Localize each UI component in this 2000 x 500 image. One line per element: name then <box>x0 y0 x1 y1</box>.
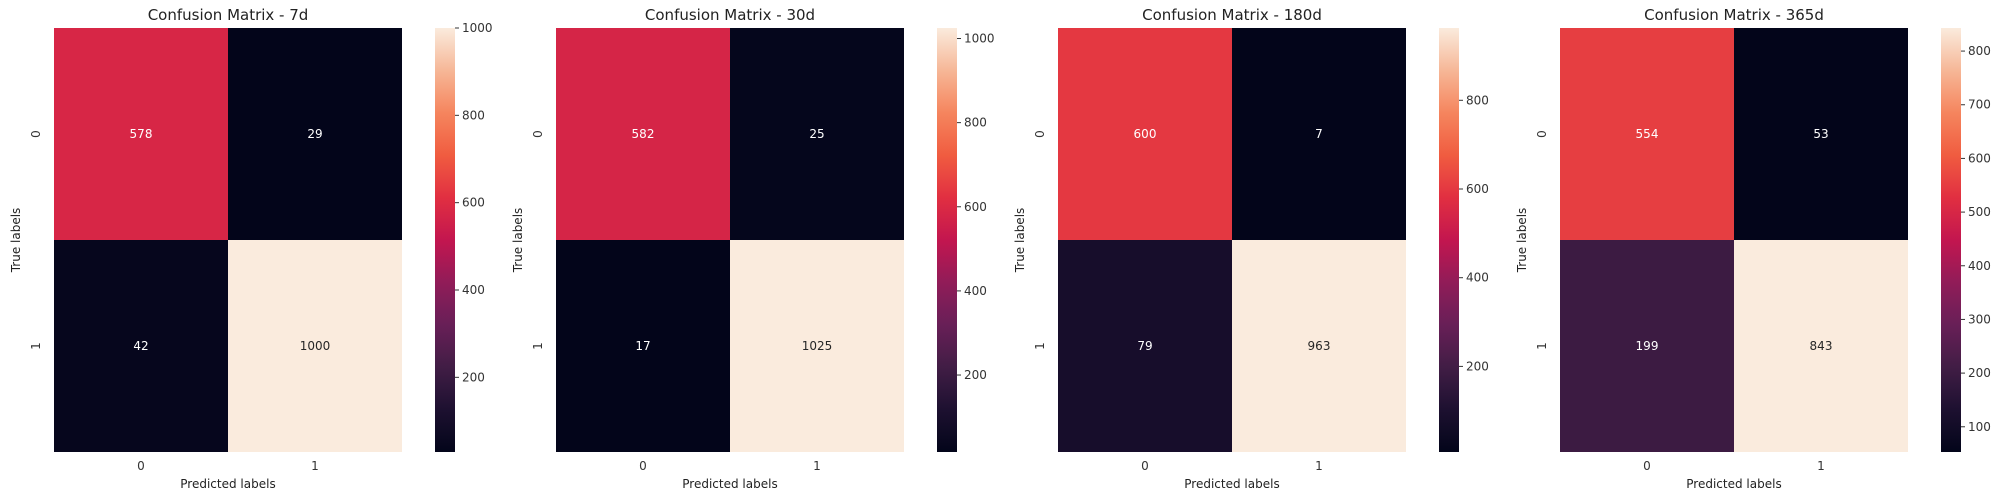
x-tick-label: 1 <box>1315 459 1323 473</box>
colorbar <box>435 28 455 452</box>
cell-value: 578 <box>130 127 153 141</box>
confusion-matrix-panel-1: Confusion Matrix - 30d 582 25 17 1025 0 1 0 1 Pre… <box>511 6 995 491</box>
colorbar-tick-label: 200 <box>1466 359 1489 373</box>
y-axis-label: True labels <box>511 208 525 274</box>
cell-value: 42 <box>133 339 148 353</box>
y-axis-label: True labels <box>1013 208 1027 274</box>
heatmap-cell <box>556 28 730 240</box>
x-tick-label: 0 <box>639 459 647 473</box>
colorbar-tick-label: 600 <box>1968 151 1991 165</box>
cell-value: 582 <box>632 127 655 141</box>
confusion-matrix-panel-0: Confusion Matrix - 7d 578 29 42 1000 0 1 0 1 Pred… <box>9 6 493 491</box>
colorbar-tick-label: 800 <box>964 116 987 130</box>
colorbar-tick-label: 500 <box>1968 205 1991 219</box>
colorbar-tick-label: 800 <box>1466 93 1489 107</box>
heatmap-cell <box>556 240 730 452</box>
cell-value: 600 <box>1134 127 1157 141</box>
heatmap-cell <box>1560 240 1734 452</box>
cell-value: 17 <box>635 339 650 353</box>
y-axis-label: True labels <box>9 208 23 274</box>
cell-value: 53 <box>1813 127 1828 141</box>
colorbar-tick-label: 200 <box>1968 366 1991 380</box>
cell-value: 1000 <box>300 339 331 353</box>
heatmap-cell <box>1560 28 1734 240</box>
cell-value: 554 <box>1636 127 1659 141</box>
colorbar-tick-label: 600 <box>462 196 485 210</box>
x-tick-label: 0 <box>1141 459 1149 473</box>
colorbar-tick-label: 200 <box>964 368 987 382</box>
colorbar <box>1439 28 1459 452</box>
cell-value: 79 <box>1137 339 1152 353</box>
chart-title: Confusion Matrix - 30d <box>645 6 815 24</box>
y-tick-label: 1 <box>1535 342 1549 350</box>
cell-value: 843 <box>1810 339 1833 353</box>
y-tick-label: 1 <box>531 342 545 350</box>
heatmap-cell <box>1058 240 1232 452</box>
confusion-matrix-panel-3: Confusion Matrix - 365d 554 53 199 843 0 1 0 1 Pr… <box>1515 6 1991 491</box>
heatmap-cell <box>1058 28 1232 240</box>
x-axis-label: Predicted labels <box>1184 477 1279 491</box>
colorbar <box>1941 28 1961 452</box>
cell-value: 1025 <box>802 339 833 353</box>
x-axis-label: Predicted labels <box>180 477 275 491</box>
colorbar-tick-label: 400 <box>462 283 485 297</box>
heatmap-cell <box>1734 28 1908 240</box>
y-tick-label: 0 <box>1033 130 1047 138</box>
heatmap-cell <box>54 28 228 240</box>
colorbar <box>937 28 957 452</box>
chart-title: Confusion Matrix - 7d <box>148 6 309 24</box>
heatmap-cell <box>54 240 228 452</box>
chart-title: Confusion Matrix - 365d <box>1644 6 1824 24</box>
cell-value: 199 <box>1636 339 1659 353</box>
colorbar-tick-label: 200 <box>462 370 485 384</box>
colorbar-tick-label: 800 <box>1968 44 1991 58</box>
heatmap-cell <box>730 240 904 452</box>
heatmap-cell <box>1232 28 1406 240</box>
colorbar-tick-label: 1000 <box>462 21 493 35</box>
colorbar-tick-label: 400 <box>1968 259 1991 273</box>
colorbar-tick-label: 800 <box>462 108 485 122</box>
x-axis-label: Predicted labels <box>682 477 777 491</box>
x-tick-label: 1 <box>311 459 319 473</box>
colorbar-tick-label: 400 <box>1466 271 1489 285</box>
x-tick-label: 0 <box>137 459 145 473</box>
y-tick-label: 0 <box>531 130 545 138</box>
x-tick-label: 0 <box>1643 459 1651 473</box>
colorbar-tick-label: 700 <box>1968 98 1991 112</box>
chart-title: Confusion Matrix - 180d <box>1142 6 1322 24</box>
y-tick-label: 1 <box>1033 342 1047 350</box>
colorbar-tick-label: 300 <box>1968 312 1991 326</box>
cell-value: 25 <box>809 127 824 141</box>
y-axis-label: True labels <box>1515 208 1529 274</box>
x-tick-label: 1 <box>1817 459 1825 473</box>
heatmap-cell <box>730 28 904 240</box>
x-axis-label: Predicted labels <box>1686 477 1781 491</box>
colorbar-tick-label: 600 <box>1466 182 1489 196</box>
x-tick-label: 1 <box>813 459 821 473</box>
colorbar-tick-label: 400 <box>964 284 987 298</box>
colorbar-tick-label: 600 <box>964 200 987 214</box>
heatmap-cell <box>228 28 402 240</box>
y-tick-label: 1 <box>29 342 43 350</box>
cell-value: 963 <box>1308 339 1331 353</box>
colorbar-tick-label: 100 <box>1968 420 1991 434</box>
colorbar-tick-label: 1000 <box>964 32 995 46</box>
cell-value: 29 <box>307 127 322 141</box>
confusion-matrix-panel-2: Confusion Matrix - 180d 600 7 79 963 0 1 0 1 Pred… <box>1013 6 1489 491</box>
y-tick-label: 0 <box>29 130 43 138</box>
y-tick-label: 0 <box>1535 130 1549 138</box>
cell-value: 7 <box>1315 127 1323 141</box>
heatmap-cell <box>228 240 402 452</box>
heatmap-cell <box>1232 240 1406 452</box>
heatmap-cell <box>1734 240 1908 452</box>
